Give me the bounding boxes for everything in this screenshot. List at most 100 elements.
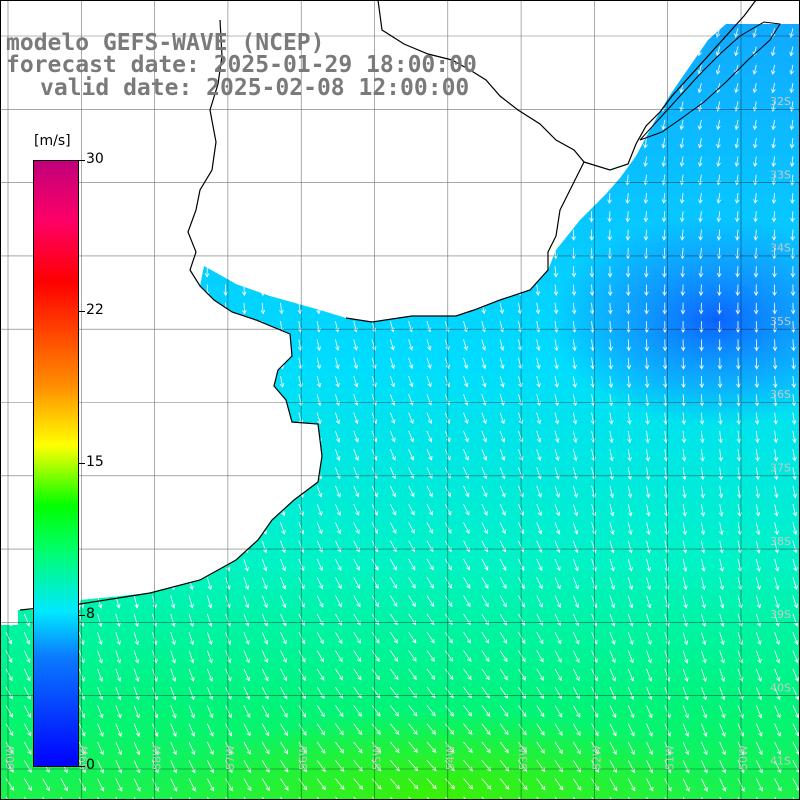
wind-arrow — [643, 211, 649, 223]
wind-arrow — [774, 796, 782, 800]
wind-arrow — [389, 631, 398, 644]
wind-arrow — [679, 138, 685, 149]
wind-arrow — [699, 321, 704, 333]
wind-arrow — [426, 668, 436, 681]
wind-arrow — [481, 650, 490, 663]
wind-arrow — [680, 284, 686, 297]
colorbar-tick-mark — [79, 766, 85, 767]
wind-arrow — [335, 650, 343, 663]
wind-arrow — [426, 485, 433, 498]
wind-arrow — [790, 302, 796, 315]
wind-arrow — [772, 357, 778, 370]
wind-arrow — [701, 668, 707, 683]
wind-arrow — [316, 723, 326, 736]
wind-arrow — [755, 540, 761, 554]
wind-arrow — [353, 412, 359, 425]
wind-arrow — [719, 705, 726, 719]
wind-arrow — [390, 796, 401, 800]
wind-arrow — [426, 741, 437, 754]
wind-arrow — [353, 723, 363, 736]
wind-arrow — [791, 375, 797, 389]
wind-arrow — [735, 302, 741, 315]
wind-arrow — [701, 723, 708, 737]
wind-arrow — [643, 229, 649, 241]
wind-arrow — [773, 394, 778, 407]
wind-arrow — [609, 522, 615, 535]
wind-arrow — [572, 558, 579, 572]
wind-arrow — [755, 430, 760, 444]
wind-arrow — [608, 412, 614, 425]
wind-arrow — [719, 540, 724, 554]
wind-arrow — [663, 394, 668, 407]
wind-arrow — [115, 668, 122, 682]
wind-arrow — [682, 485, 687, 499]
wind-arrow — [609, 741, 617, 755]
wind-arrow — [115, 632, 121, 646]
wind-arrow — [736, 467, 742, 481]
wind-arrow — [754, 357, 759, 370]
wind-arrow — [790, 266, 796, 278]
wind-arrow — [481, 778, 492, 790]
wind-arrow — [698, 266, 704, 278]
wind-arrow — [609, 430, 614, 444]
wind-arrow — [792, 449, 797, 462]
wind-arrow — [335, 412, 341, 425]
colorbar-gradient — [33, 160, 79, 767]
wind-arrow — [261, 558, 268, 572]
wind-arrow — [463, 485, 470, 498]
wind-arrow — [572, 613, 580, 627]
wind-arrow — [115, 595, 121, 609]
wind-arrow — [408, 595, 416, 608]
wind-arrow — [609, 796, 618, 800]
wind-arrow — [97, 613, 103, 627]
colorbar-tick-label: 15 — [86, 454, 104, 470]
wind-arrow — [700, 467, 705, 481]
wind-arrow — [792, 613, 799, 627]
wind-arrow — [97, 741, 104, 756]
wind-arrow — [463, 631, 472, 644]
wind-arrow — [499, 412, 505, 425]
wind-arrow — [774, 705, 781, 719]
wind-arrow — [389, 686, 399, 699]
wind-arrow — [444, 357, 450, 370]
wind-arrow — [554, 613, 562, 627]
wind-arrow — [774, 540, 779, 554]
wind-arrow — [701, 741, 708, 756]
wind-arrow — [335, 357, 340, 370]
wind-arrow — [536, 339, 541, 352]
wind-arrow — [591, 558, 597, 572]
wind-arrow — [697, 83, 703, 94]
wind-arrow — [791, 357, 796, 370]
wind-arrow — [753, 211, 758, 223]
wind-arrow — [316, 339, 321, 352]
wind-arrow — [609, 449, 614, 462]
wind-arrow — [554, 741, 563, 755]
wind-arrow — [680, 302, 686, 315]
wind-arrow — [280, 796, 289, 800]
wind-arrow — [773, 375, 778, 389]
wind-arrow — [771, 64, 776, 75]
wind-arrow — [698, 229, 703, 241]
wind-arrow — [5, 668, 13, 682]
wind-arrow — [444, 577, 453, 589]
wind-arrow — [718, 485, 724, 499]
wind-arrow — [774, 778, 782, 792]
wind-arrow — [716, 138, 721, 149]
wind-arrow — [444, 412, 451, 425]
wind-arrow — [243, 705, 251, 719]
wind-arrow — [772, 302, 777, 315]
wind-arrow — [701, 796, 709, 800]
wind-arrow — [463, 375, 469, 388]
wind-arrow — [774, 686, 781, 701]
lat-label: 33S — [770, 168, 791, 181]
wind-arrow — [426, 723, 437, 735]
wind-arrow — [408, 577, 416, 589]
wind-arrow — [609, 613, 616, 627]
wind-arrow — [736, 449, 742, 462]
wind-arrow — [755, 796, 764, 800]
lon-label: 55W — [371, 745, 384, 770]
wind-arrow — [536, 375, 541, 388]
wind-arrow — [335, 430, 341, 443]
